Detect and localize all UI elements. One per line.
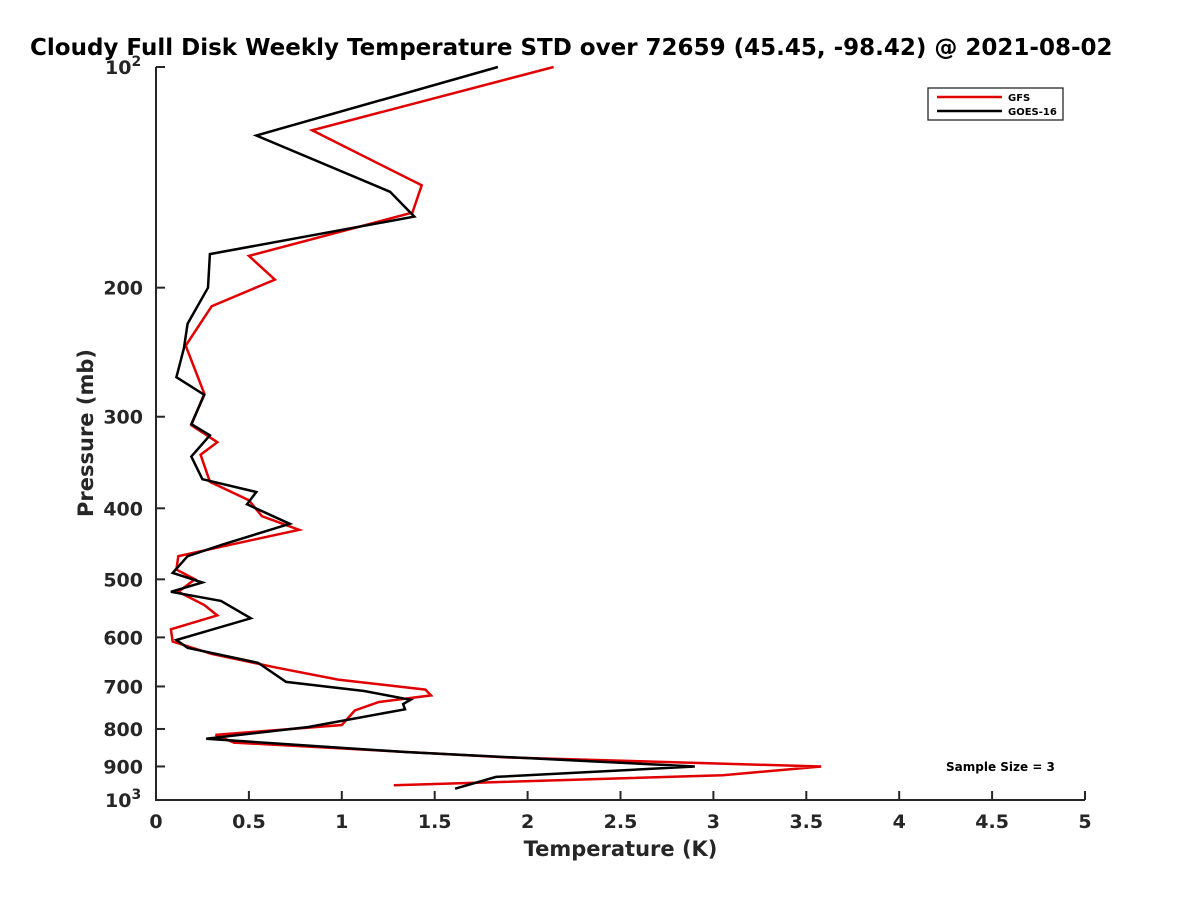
x-axis-title: Temperature (K)	[524, 837, 718, 861]
x-tick-label: 4	[893, 811, 906, 833]
y-tick-label: 700	[103, 676, 143, 698]
legend: GFS GOES-16	[927, 87, 1064, 121]
y-axis-title: Pressure (mb)	[74, 349, 98, 517]
x-tick-label: 0	[149, 811, 162, 833]
x-tick-label: 0.5	[232, 811, 266, 833]
series-line-goes16	[170, 65, 695, 790]
y-tick-label: 600	[103, 627, 143, 649]
x-tick-label: 1	[335, 811, 348, 833]
axes-lines	[155, 67, 1085, 801]
y-tick-label: 900	[103, 756, 143, 778]
series-line-gfs	[169, 65, 822, 787]
sample-size-annotation: Sample Size = 3	[946, 760, 1055, 774]
y-tick-label: 800	[103, 719, 143, 741]
x-axis-ticks: 0 0.5 1 1.5 2 2.5 3 3.5 4 4.5 5	[149, 791, 1092, 833]
y-tick-label: 102	[105, 54, 141, 79]
y-tick-label: 400	[103, 498, 143, 520]
y-tick-label: 500	[103, 569, 143, 591]
legend-label-gfs: GFS	[1008, 93, 1030, 104]
series-layer	[169, 65, 822, 790]
y-tick-label: 103	[105, 787, 141, 812]
legend-box	[927, 87, 1064, 121]
legend-label-goes16: GOES-16	[1008, 107, 1057, 118]
x-tick-label: 3.5	[789, 811, 823, 833]
x-tick-label: 3	[707, 811, 720, 833]
y-tick-label: 300	[103, 407, 143, 429]
x-tick-label: 1.5	[418, 811, 452, 833]
x-tick-label: 4.5	[975, 811, 1009, 833]
y-tick-label: 200	[103, 278, 143, 300]
y-axis-ticks: 200 300 400 500 600 700 800 900 102 103	[103, 54, 165, 812]
x-tick-label: 5	[1078, 811, 1091, 833]
x-tick-label: 2	[521, 811, 534, 833]
plot-area: 0 0.5 1 1.5 2 2.5 3 3.5 4 4.5 5 200 300 400 500 600 700…	[103, 54, 1091, 833]
x-tick-label: 2.5	[604, 811, 638, 833]
chart-title: Cloudy Full Disk Weekly Temperature STD …	[30, 35, 1113, 61]
